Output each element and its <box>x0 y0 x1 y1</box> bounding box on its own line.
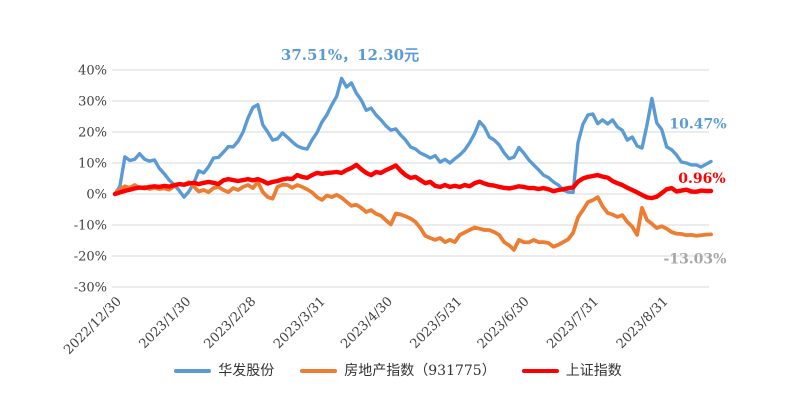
x-axis-tick-label: 2023/5/31 <box>408 294 466 352</box>
huafa-stock-line <box>113 76 713 199</box>
y-axis-tick-label: 0% <box>86 188 107 203</box>
shanghai-index-line <box>112 162 714 201</box>
legend-label-shanghai-index: 上证指数 <box>565 363 622 379</box>
x-axis-tick-label: 2023/4/30 <box>338 294 396 352</box>
legend-line-swatch-realestate-index <box>300 369 338 373</box>
shanghai-index-end-label: 0.96% <box>678 171 725 187</box>
y-axis-tick-label: 20% <box>78 126 107 141</box>
x-axis-tick-label: 2023/3/31 <box>271 294 329 352</box>
x-axis-tick-label: 2023/8/31 <box>614 294 672 352</box>
legend-line-swatch-shanghai-index <box>521 369 559 373</box>
x-axis-tick-label: 2023/1/30 <box>137 294 195 352</box>
legend-item-shanghai-index: 上证指数 <box>521 363 622 379</box>
chart-legend: 华发股份 房地产指数（931775） 上证指数 <box>0 364 796 378</box>
x-axis-tick-label: 2023/6/30 <box>475 294 533 352</box>
x-axis-tick-label: 2022/12/30 <box>61 294 125 358</box>
realestate-index-line <box>113 179 713 252</box>
x-axis-tick-label: 2023/2/28 <box>202 294 260 352</box>
x-axis-tick-label: 2023/7/31 <box>544 294 602 352</box>
peak-annotation: 37.51%，12.30元 <box>281 46 419 64</box>
realestate-index-end-label: -13.03% <box>664 251 727 267</box>
y-axis-tick-label: 40% <box>78 64 107 79</box>
legend-line-swatch-huafa-stock <box>174 369 212 373</box>
y-axis-tick-label: 30% <box>78 95 107 110</box>
y-axis-tick-label: 10% <box>78 157 107 172</box>
legend-label-realestate-index: 房地产指数（931775） <box>344 363 496 379</box>
y-axis-tick-label: -10% <box>74 219 107 234</box>
legend-label-huafa-stock: 华发股份 <box>218 363 275 379</box>
huafa-stock-end-label: 10.47% <box>669 117 726 133</box>
legend-item-realestate-index: 房地产指数（931775） <box>300 363 496 379</box>
y-axis-tick-label: -20% <box>74 250 107 265</box>
legend-item-huafa-stock: 华发股份 <box>174 364 274 378</box>
y-axis-tick-label: -30% <box>74 281 107 296</box>
